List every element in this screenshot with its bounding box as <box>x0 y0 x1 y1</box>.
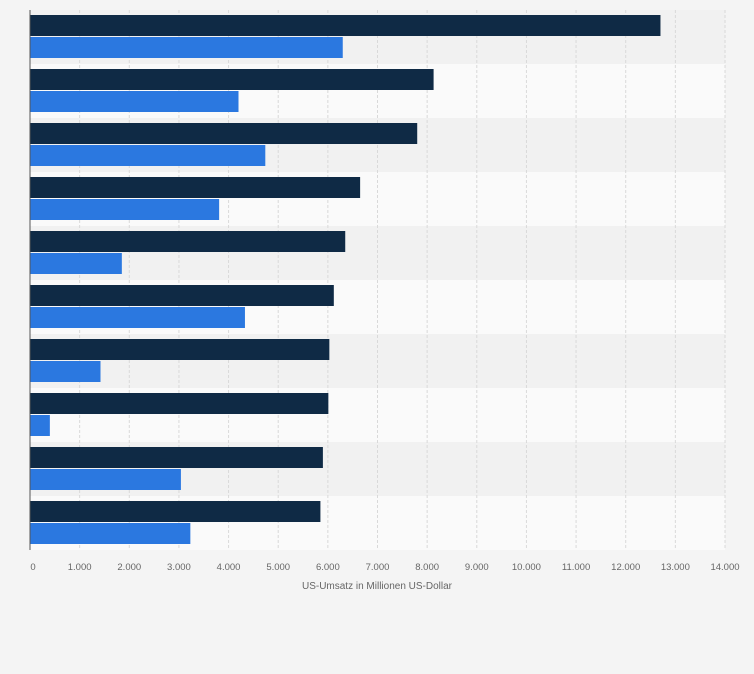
bar-series-2 <box>30 415 50 436</box>
bar-series-1 <box>30 15 661 36</box>
bar-series-2 <box>30 253 122 274</box>
bar-series-1 <box>30 177 361 198</box>
x-tick-label: 0 <box>30 562 35 573</box>
bar-series-2 <box>30 91 239 112</box>
x-tick-label: 11.000 <box>562 562 590 573</box>
bar-series-1 <box>30 123 418 144</box>
x-tick-labels: 0 1.000 2.000 3.000 4.000 5.000 6.000 7.000 8.00… <box>30 562 739 573</box>
bars <box>30 15 661 544</box>
x-tick-label: 13.000 <box>661 562 690 573</box>
x-tick-label: 14.000 <box>710 562 739 573</box>
bar-series-1 <box>30 285 334 306</box>
bar-series-1 <box>30 69 434 90</box>
x-tick-label: 12.000 <box>611 562 640 573</box>
x-tick-label: 1.000 <box>68 562 92 573</box>
bar-series-1 <box>30 231 346 252</box>
x-tick-label: 6.000 <box>316 562 340 573</box>
bar-series-1 <box>30 393 329 414</box>
bar-series-2 <box>30 199 220 220</box>
x-tick-label: 4.000 <box>217 562 241 573</box>
bar-series-1 <box>30 339 330 360</box>
bar-series-2 <box>30 145 266 166</box>
x-tick-label: 7.000 <box>366 562 390 573</box>
x-tick-label: 8.000 <box>415 562 439 573</box>
x-axis-label: US-Umsatz in Millionen US-Dollar <box>302 581 453 592</box>
x-tick-label: 9.000 <box>465 562 489 573</box>
bar-series-2 <box>30 37 343 58</box>
bar-series-2 <box>30 307 245 328</box>
x-tick-label: 2.000 <box>117 562 141 573</box>
x-tick-label: 5.000 <box>266 562 290 573</box>
bar-series-2 <box>30 469 181 490</box>
bar-series-1 <box>30 447 323 468</box>
x-tick-label: 3.000 <box>167 562 191 573</box>
bar-series-2 <box>30 523 191 544</box>
bar-series-1 <box>30 501 321 522</box>
x-tick-label: 10.000 <box>512 562 541 573</box>
bar-series-2 <box>30 361 101 382</box>
